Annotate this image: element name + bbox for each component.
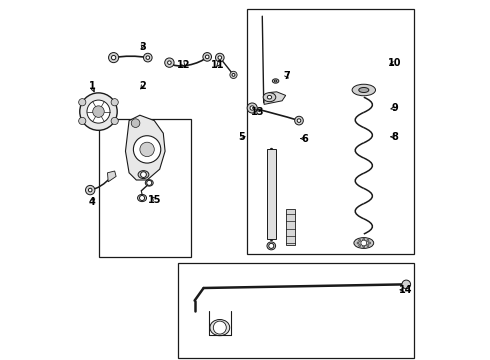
Text: 9: 9 <box>391 103 398 113</box>
Circle shape <box>250 106 254 110</box>
Text: 11: 11 <box>211 60 225 70</box>
Circle shape <box>363 246 365 248</box>
Circle shape <box>79 99 86 106</box>
Circle shape <box>269 243 274 248</box>
Circle shape <box>357 242 359 244</box>
Text: 14: 14 <box>398 285 412 295</box>
Text: 5: 5 <box>238 132 245 142</box>
Text: 13: 13 <box>251 107 264 117</box>
Text: 7: 7 <box>283 71 290 81</box>
Circle shape <box>359 239 361 242</box>
Circle shape <box>140 142 154 157</box>
Circle shape <box>213 321 226 334</box>
Circle shape <box>146 56 149 59</box>
Ellipse shape <box>352 84 375 96</box>
Circle shape <box>111 99 118 106</box>
Text: 2: 2 <box>139 81 146 91</box>
Text: 3: 3 <box>139 42 146 52</box>
Circle shape <box>367 244 369 247</box>
Circle shape <box>297 119 301 122</box>
Circle shape <box>87 100 110 123</box>
Circle shape <box>111 55 116 60</box>
Circle shape <box>216 53 224 62</box>
Text: 4: 4 <box>89 197 96 207</box>
Circle shape <box>168 61 171 64</box>
Circle shape <box>367 239 369 242</box>
Circle shape <box>147 180 152 185</box>
Polygon shape <box>125 115 165 180</box>
Circle shape <box>230 71 237 78</box>
Ellipse shape <box>272 79 279 83</box>
Ellipse shape <box>267 242 275 250</box>
Text: 8: 8 <box>391 132 398 142</box>
Ellipse shape <box>145 180 153 186</box>
Bar <box>99 119 191 257</box>
Circle shape <box>402 280 411 289</box>
Circle shape <box>368 242 370 244</box>
Circle shape <box>88 188 92 192</box>
Circle shape <box>93 106 104 117</box>
Circle shape <box>80 93 117 130</box>
Circle shape <box>133 136 161 163</box>
Ellipse shape <box>274 80 277 82</box>
Circle shape <box>205 55 209 59</box>
Circle shape <box>361 240 367 246</box>
Circle shape <box>359 244 361 247</box>
Text: 6: 6 <box>301 134 308 144</box>
Ellipse shape <box>138 171 149 179</box>
Bar <box>178 263 414 358</box>
Text: 12: 12 <box>177 60 191 70</box>
Ellipse shape <box>210 320 230 336</box>
Text: 1: 1 <box>89 81 96 91</box>
Ellipse shape <box>138 194 147 202</box>
Polygon shape <box>107 171 116 182</box>
Text: 15: 15 <box>148 195 162 205</box>
Circle shape <box>232 73 235 76</box>
Circle shape <box>86 185 95 195</box>
Circle shape <box>79 117 86 125</box>
Circle shape <box>141 172 147 177</box>
Bar <box>267 149 276 239</box>
Circle shape <box>111 117 118 125</box>
Circle shape <box>144 53 152 62</box>
Ellipse shape <box>354 238 374 248</box>
Circle shape <box>203 53 212 61</box>
Ellipse shape <box>268 95 271 99</box>
Bar <box>286 209 294 245</box>
Circle shape <box>363 238 365 240</box>
Circle shape <box>109 53 119 63</box>
Ellipse shape <box>359 87 369 93</box>
Text: 10: 10 <box>388 58 401 68</box>
Bar <box>247 9 414 254</box>
Circle shape <box>131 119 140 127</box>
Circle shape <box>140 195 145 201</box>
Polygon shape <box>264 92 286 104</box>
Circle shape <box>165 58 174 67</box>
Ellipse shape <box>263 93 276 102</box>
Circle shape <box>218 56 221 59</box>
Circle shape <box>294 116 303 125</box>
Circle shape <box>247 103 257 113</box>
